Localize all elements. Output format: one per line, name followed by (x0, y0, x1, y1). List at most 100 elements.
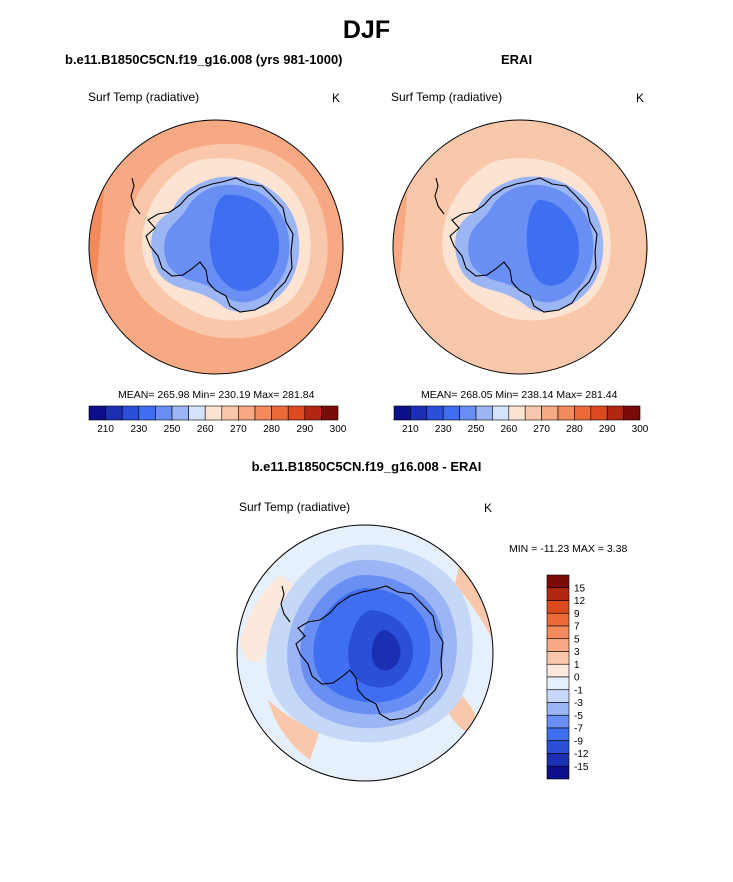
diff-colorbar-swatch (546, 574, 570, 589)
diff-colorbar-swatch (546, 714, 570, 729)
diff-colorbar-swatch (546, 702, 570, 716)
diff-colorbar-tick-label: -7 (574, 724, 583, 735)
diff-colorbar-tick-label: 12 (574, 596, 586, 607)
obs-colorbar-swatch (524, 405, 542, 421)
model-colorbar-tick-label: 300 (330, 424, 347, 435)
diff-colorbar-swatch (546, 689, 570, 703)
diff-colorbar-swatch (546, 600, 570, 614)
model-colorbar-swatch (171, 405, 189, 421)
model-colorbar-swatch (238, 405, 256, 421)
model-colorbar-tick-label: 290 (296, 424, 313, 435)
diff-map-border (236, 524, 494, 782)
model-colorbar-swatch (105, 405, 123, 421)
obs-colorbar-swatch (541, 405, 559, 421)
diff-colorbar-tick-label: 1 (574, 660, 580, 671)
model-colorbar-tick-label: 270 (230, 424, 247, 435)
diff-colorbar-swatch (546, 612, 570, 627)
diff-panel-title: b.e11.B1850C5CN.f19_g16.008 - ERAI (251, 459, 482, 474)
obs-colorbar: 210 230 250 260 270 280 290 300 (393, 405, 649, 435)
model-colorbar-tick-label: 250 (164, 424, 181, 435)
obs-colorbar-swatch (606, 405, 624, 421)
obs-variable-label: Surf Temp (radiative) (391, 90, 503, 104)
obs-colorbar-tick-label: 290 (599, 424, 616, 435)
obs-colorbar-tick-label: 300 (632, 424, 649, 435)
model-colorbar-swatch (221, 405, 239, 421)
diff-colorbar-tick-label: 15 (574, 583, 586, 594)
diff-colorbar-tick-label: 5 (574, 634, 580, 645)
model-colorbar-swatch (304, 405, 322, 421)
obs-colorbar-swatch (459, 405, 477, 421)
diff-colorbar-tick-label: -5 (574, 711, 583, 722)
obs-colorbar-swatch (475, 405, 493, 421)
obs-colorbar-swatch (590, 405, 608, 421)
diff-colorbar-tick-label: 7 (574, 622, 580, 633)
obs-colorbar-tick-label: 230 (435, 424, 452, 435)
diff-colorbar-swatch (546, 625, 570, 640)
diff-variable-label: Surf Temp (radiative) (239, 500, 351, 514)
main-title: DJF (342, 16, 391, 44)
obs-colorbar-swatch (557, 405, 575, 421)
obs-colorbar-swatch (574, 405, 592, 421)
obs-map-border (392, 119, 648, 375)
obs-colorbar-swatch (492, 405, 510, 421)
diff-units-label: K (484, 501, 493, 515)
obs-colorbar-tick-label: 280 (566, 424, 583, 435)
model-colorbar-tick-label: 210 (97, 424, 114, 435)
model-colorbar-swatch (155, 405, 173, 421)
model-colorbar-tick-label: 280 (263, 424, 280, 435)
model-units-label: K (332, 91, 341, 105)
diff-colorbar-tick-label: -3 (574, 698, 583, 709)
model-colorbar-tick-label: 230 (130, 424, 147, 435)
model-colorbar-swatch (254, 405, 272, 421)
obs-colorbar-swatch (410, 405, 428, 421)
diff-colorbar-swatch (546, 663, 570, 678)
model-colorbar-swatch (121, 405, 140, 421)
model-colorbar-swatch (188, 405, 206, 421)
diff-colorbar-swatch (546, 638, 570, 652)
model-variable-label: Surf Temp (radiative) (88, 90, 200, 104)
model-colorbar-tick-label: 260 (197, 424, 214, 435)
diff-colorbar-tick-label: 0 (574, 673, 580, 684)
diff-colorbar-tick-label: 9 (574, 609, 580, 620)
obs-colorbar-swatch (623, 405, 641, 421)
diff-colorbar-swatch (546, 651, 570, 665)
model-map-border (88, 119, 344, 375)
obs-polar-map (393, 120, 647, 374)
model-colorbar-swatch (271, 405, 289, 421)
model-polar-map (89, 120, 343, 374)
model-panel-title: b.e11.B1850C5CN.f19_g16.008 (yrs 981-100… (65, 52, 343, 67)
obs-colorbar-tick-label: 210 (402, 424, 419, 435)
obs-colorbar-swatch (393, 405, 411, 421)
diff-colorbar: 15 12 9 75 3 1 0-1 -3 -5 -7-9 -12 -15 (546, 574, 589, 780)
diff-polar-map (237, 525, 493, 781)
diff-colorbar-tick-label: -9 (574, 736, 583, 747)
obs-stats: MEAN= 268.05 Min= 238.14 Max= 281.44 (421, 389, 618, 401)
diff-colorbar-swatch (546, 765, 570, 780)
diff-colorbar-swatch (546, 753, 570, 767)
model-stats: MEAN= 265.98 Min= 230.19 Max= 281.84 (118, 389, 315, 401)
obs-colorbar-tick-label: 270 (533, 424, 550, 435)
obs-colorbar-swatch (442, 405, 460, 421)
diff-colorbar-swatch (546, 676, 570, 691)
model-colorbar: 210 230 250 260 270 280 290 300 (88, 405, 347, 435)
diff-colorbar-tick-label: -12 (574, 749, 589, 760)
obs-colorbar-swatch (426, 405, 444, 421)
obs-colorbar-tick-label: 260 (500, 424, 517, 435)
model-colorbar-swatch (138, 405, 156, 421)
model-colorbar-swatch (287, 405, 306, 421)
obs-colorbar-swatch (508, 405, 526, 421)
diff-colorbar-tick-label: -1 (574, 685, 583, 696)
model-colorbar-swatch (204, 405, 223, 421)
diff-stats: MIN = -11.23 MAX = 3.38 (509, 543, 628, 555)
diff-colorbar-swatch (546, 727, 570, 742)
diff-colorbar-tick-label: 3 (574, 647, 580, 658)
obs-panel-title: ERAI (501, 52, 533, 67)
obs-colorbar-tick-label: 250 (468, 424, 485, 435)
obs-units-label: K (636, 91, 645, 105)
model-colorbar-swatch (321, 405, 339, 421)
diff-colorbar-swatch (546, 740, 570, 754)
model-colorbar-swatch (88, 405, 106, 421)
diff-colorbar-tick-label: -15 (574, 762, 589, 773)
diff-colorbar-swatch (546, 587, 570, 601)
